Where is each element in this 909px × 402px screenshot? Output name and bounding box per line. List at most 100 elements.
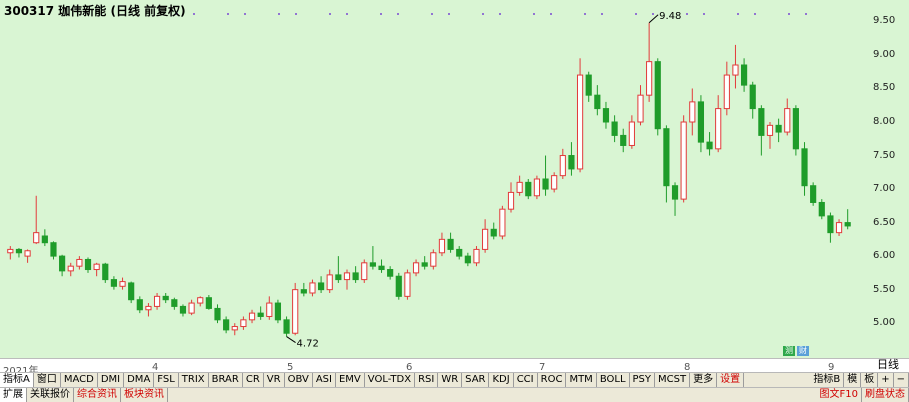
event-marker [295, 13, 297, 15]
candle-body [33, 232, 40, 244]
candle-body [844, 222, 851, 227]
candle-body [197, 297, 204, 304]
candle-body [110, 279, 117, 287]
tab-row1_tabs-4[interactable]: DMA [124, 373, 155, 387]
candle-body [326, 274, 333, 291]
candle-body [223, 319, 230, 331]
candle-body [343, 272, 351, 281]
tab-row1_tabs-5[interactable]: FSL [154, 373, 179, 387]
event-marker [584, 13, 586, 15]
tab-row2_right-1[interactable]: 刷盘状态 [862, 388, 909, 402]
x-label-6: 6 [406, 362, 413, 373]
event-marker [686, 13, 688, 15]
event-marker [244, 13, 246, 15]
candle-body [611, 121, 618, 136]
tab-row1_tabs-23[interactable]: MCST [655, 373, 691, 387]
tab-row1_tabs-9[interactable]: VR [264, 373, 285, 387]
candlestick-chart[interactable]: 300317 珈伟新能 (日线 前复权) 9.48 4.72 测 财 [0, 0, 867, 358]
tab-row2_tabs-0[interactable]: 扩展 [0, 388, 27, 402]
candle-body [741, 64, 748, 86]
tab-row1_tabs-0[interactable]: 指标A [0, 373, 34, 387]
candle-body [50, 242, 57, 257]
tab-row1_right-1[interactable]: 模 [844, 373, 862, 387]
candle-body [533, 178, 540, 197]
candle-body [76, 258, 83, 267]
candle-body [214, 307, 221, 321]
candle-body [395, 275, 402, 297]
tab-row1_tabs-3[interactable]: DMI [98, 373, 125, 387]
tab-row1_tabs-20[interactable]: MTM [566, 373, 597, 387]
candle-body [162, 295, 169, 301]
tab-row1_tabs-16[interactable]: SAR [462, 373, 490, 387]
tab-row1_tabs-7[interactable]: BRAR [209, 373, 243, 387]
tab-row2_tabs-2[interactable]: 综合资讯 [74, 388, 121, 402]
tab-row1_tabs-24[interactable]: 更多 [690, 373, 718, 387]
tab-row1_tabs-2[interactable]: MACD [61, 373, 98, 387]
badge-cai[interactable]: 财 [797, 346, 809, 356]
candle-body [732, 64, 739, 76]
annotation-pointer [286, 336, 296, 344]
candle-body [404, 272, 411, 297]
tab-row1_tabs-11[interactable]: ASI [313, 373, 336, 387]
tab-row1_right-0[interactable]: 指标B [810, 373, 845, 387]
tab-row2_tabs-3[interactable]: 板块资讯 [121, 388, 168, 402]
event-marker [805, 13, 807, 15]
tab-spacer [744, 373, 810, 387]
tab-row1_tabs-13[interactable]: VOL-TDX [365, 373, 416, 387]
badge-ce[interactable]: 测 [783, 346, 795, 356]
tab-row1_right-2[interactable]: 板 [861, 373, 879, 387]
candle-body [490, 228, 497, 237]
candle-body [248, 312, 256, 321]
period-label[interactable]: 日线 [877, 358, 899, 371]
y-tick-label: 5.00 [873, 317, 896, 329]
event-marker [499, 13, 501, 15]
tab-row1_tabs-8[interactable]: CR [243, 373, 264, 387]
tab-row1_tabs-6[interactable]: TRIX [179, 373, 209, 387]
tab-row1_tabs-22[interactable]: PSY [630, 373, 656, 387]
event-marker [601, 13, 603, 15]
candle-body [438, 238, 446, 254]
tab-row2_right-0[interactable]: 图文F10 [817, 388, 862, 402]
tab-row1_tabs-15[interactable]: WR [438, 373, 463, 387]
candle-body [758, 108, 765, 136]
tab-row1_tabs-14[interactable]: RSI [415, 373, 439, 387]
candle-body [671, 185, 679, 200]
event-marker [431, 13, 433, 15]
candle-body [473, 248, 480, 264]
candle-body [766, 124, 774, 136]
candle-body [585, 74, 592, 96]
event-marker [754, 13, 756, 15]
candle-body [378, 265, 385, 271]
tab-row1_tabs-1[interactable]: 窗口 [34, 373, 61, 387]
tab-row1_tabs-17[interactable]: KDJ [489, 373, 514, 387]
tab-row1_right-4[interactable]: − [894, 373, 909, 387]
candle-body [628, 121, 635, 146]
event-marker [346, 13, 348, 15]
y-tick-label: 6.00 [873, 250, 896, 262]
candle-body [136, 299, 143, 311]
tab-row1_tabs-12[interactable]: EMV [336, 373, 365, 387]
candle-body [274, 302, 282, 321]
tab-row1_tabs-18[interactable]: CCI [514, 373, 538, 387]
candle-body [231, 326, 238, 331]
y-tick-label: 5.50 [873, 283, 896, 295]
candle-body [680, 121, 687, 200]
candle-body [559, 155, 566, 177]
candle-body [689, 101, 696, 123]
candle-body [827, 215, 834, 234]
tab-row1_tabs-21[interactable]: BOLL [597, 373, 630, 387]
tab-row1_tabs-10[interactable]: OBV [285, 373, 313, 387]
tab-row1_tabs-25[interactable]: 设置 [717, 373, 745, 387]
event-marker [448, 13, 450, 15]
candle-body [551, 175, 558, 190]
tab-row1_right-3[interactable]: + [878, 373, 894, 387]
candle-body [792, 108, 799, 150]
x-axis [0, 358, 909, 373]
candle-body [568, 155, 575, 170]
candle-body [447, 238, 454, 250]
candle-body [387, 269, 394, 277]
y-tick-label: 8.50 [873, 82, 896, 94]
tab-row2_tabs-1[interactable]: 关联报价 [27, 388, 74, 402]
chart-canvas[interactable]: 9.48 4.72 [0, 0, 867, 358]
tab-row1_tabs-19[interactable]: ROC [538, 373, 567, 387]
